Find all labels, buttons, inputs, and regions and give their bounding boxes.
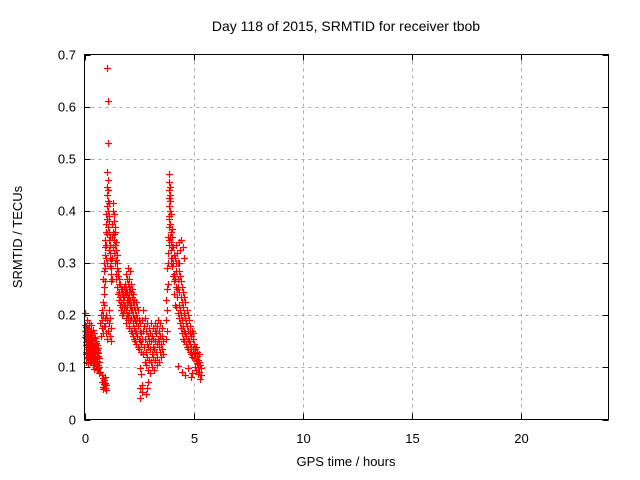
y-tick-label: 0.1 [58, 360, 76, 375]
y-tick-label: 0.2 [58, 308, 76, 323]
series-srmtid-markers [82, 65, 205, 402]
y-tick-label: 0.3 [58, 256, 76, 271]
grid-lines [84, 54, 609, 420]
y-tick-label: 0.4 [58, 204, 76, 219]
y-tick-label: 0.5 [58, 152, 76, 167]
y-tick-label: 0.6 [58, 100, 76, 115]
axis-ticks [84, 54, 609, 421]
x-tick-label: 20 [514, 431, 528, 446]
y-axis-label: SRMTID / TECUs [10, 185, 25, 288]
plot-area-border [84, 54, 609, 420]
tick-labels: 0 5 10 15 20 0 0.1 0.2 0.3 0.4 0.5 0.6 0.7 [58, 48, 529, 447]
x-tick-label: 15 [405, 431, 419, 446]
x-tick-label: 0 [82, 431, 89, 446]
y-tick-label: 0 [69, 413, 76, 428]
x-tick-label: 5 [191, 431, 198, 446]
scatter-points [82, 65, 205, 402]
chart-title: Day 118 of 2015, SRMTID for receiver tbo… [212, 18, 480, 34]
x-axis-label: GPS time / hours [297, 454, 396, 469]
y-tick-label: 0.7 [58, 48, 76, 63]
x-tick-label: 10 [296, 431, 310, 446]
